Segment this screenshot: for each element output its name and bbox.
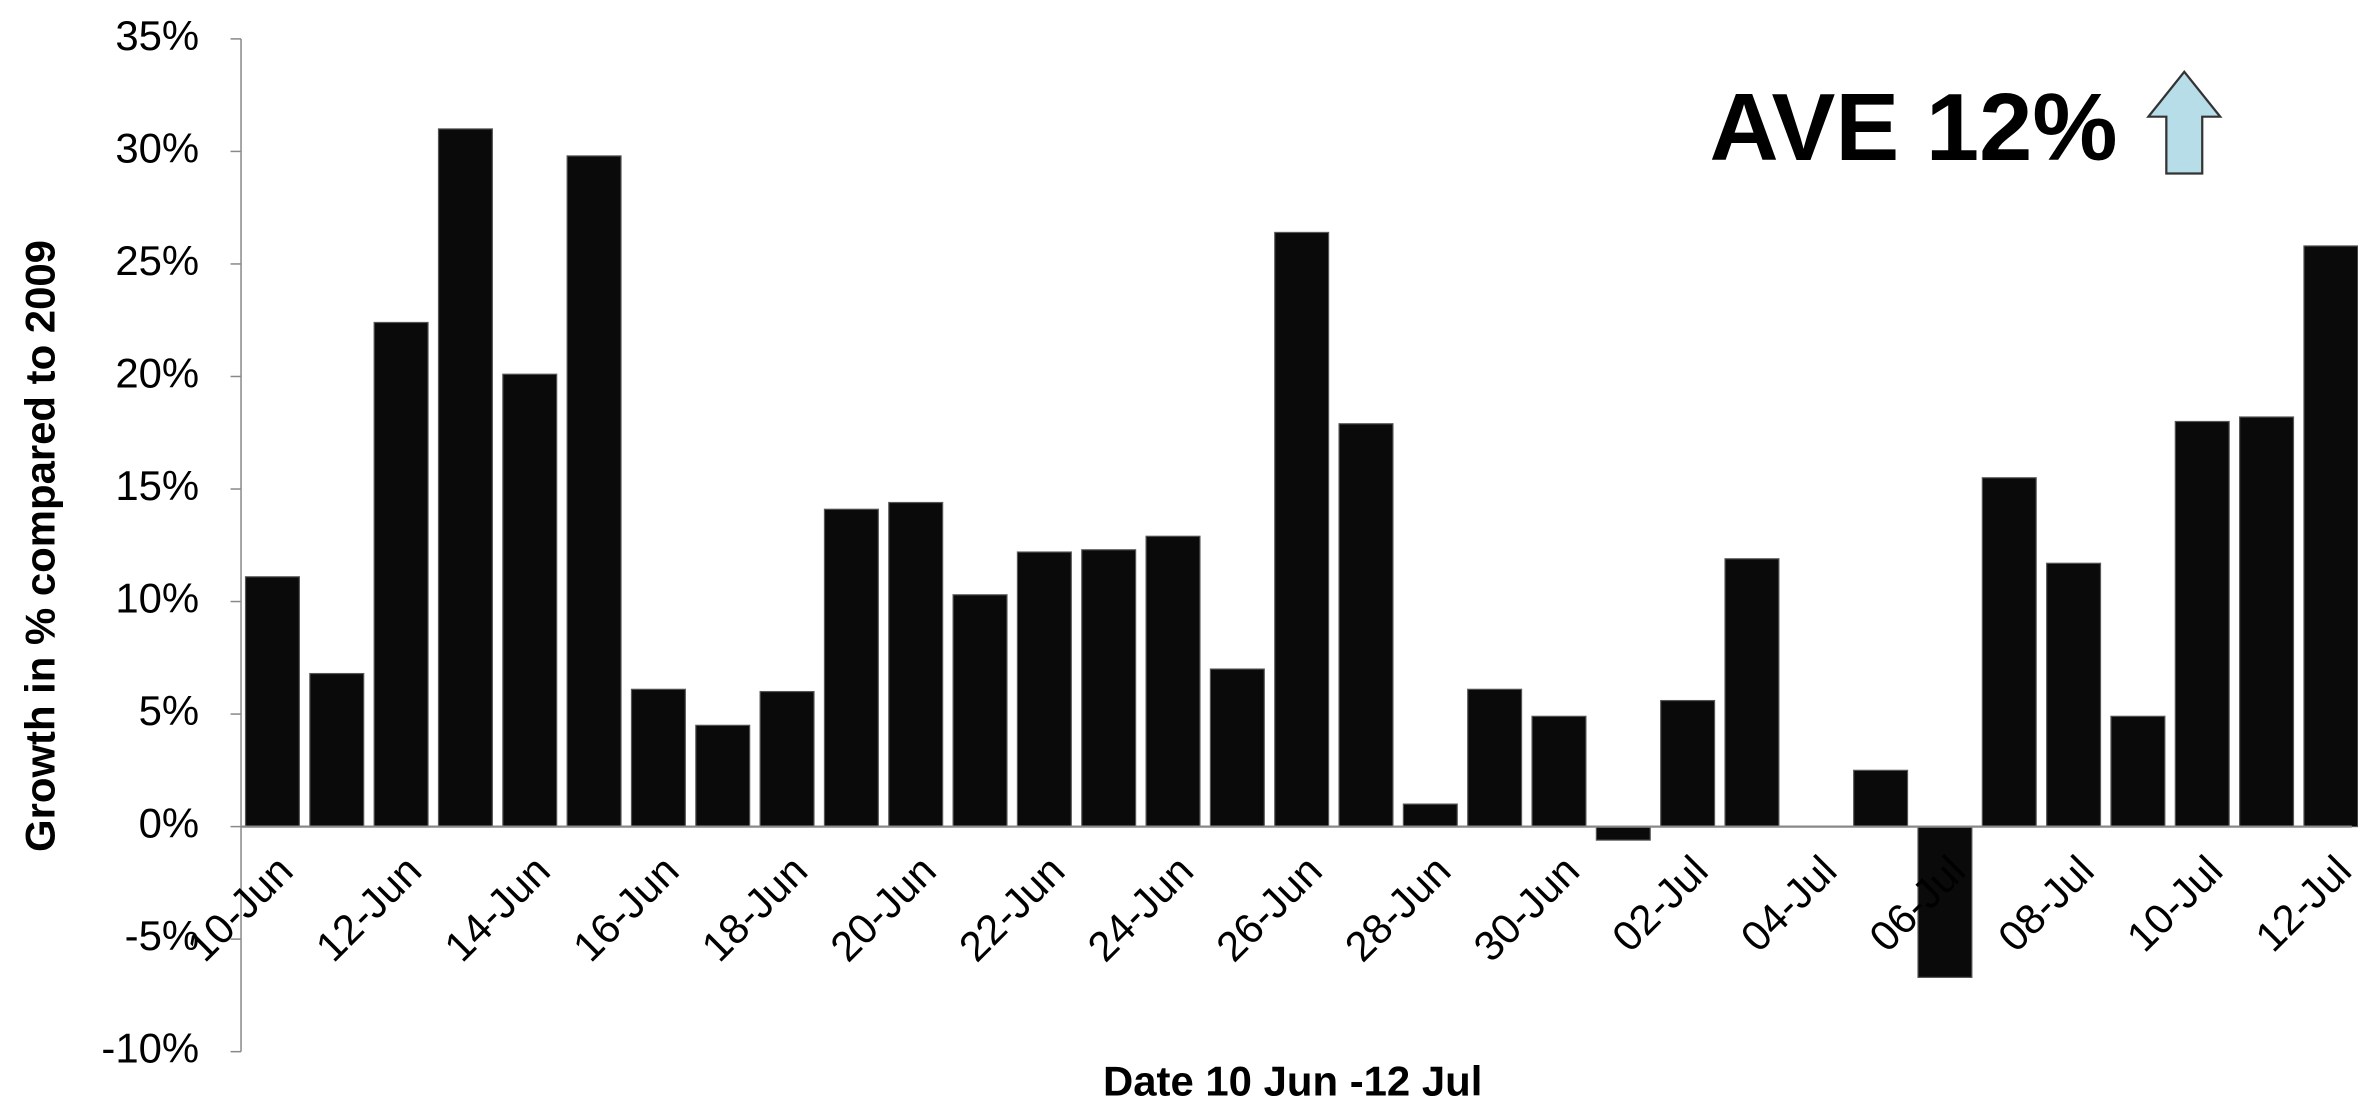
x-tick-label: 10-Jul	[2117, 846, 2231, 960]
bar	[1016, 551, 1072, 828]
bar	[1595, 826, 1651, 841]
bar	[1467, 688, 1523, 828]
bar	[1981, 477, 2037, 828]
x-tick-label: 24-Jun	[1078, 846, 1202, 970]
bar	[373, 321, 429, 828]
bar	[952, 594, 1008, 828]
x-tick-label: 02-Jul	[1603, 846, 1717, 960]
x-tick-label: 08-Jul	[1989, 846, 2103, 960]
bar	[759, 690, 815, 828]
y-tick-label: 15%	[115, 462, 199, 509]
annotation: AVE 12%	[1710, 74, 2118, 181]
bar	[502, 373, 558, 828]
y-tick-label: 0%	[139, 800, 200, 847]
x-tick-label: 20-Jun	[821, 846, 945, 970]
y-tick-label: -5%	[125, 912, 199, 959]
x-tick-label: 26-Jun	[1207, 846, 1331, 970]
bar	[437, 128, 493, 828]
x-tick-label: 30-Jun	[1464, 846, 1588, 970]
bar	[1660, 699, 1716, 828]
x-tick-label: 12-Jul	[2246, 846, 2358, 960]
bar	[888, 501, 944, 828]
y-tick-label: 10%	[115, 575, 199, 622]
x-tick-label: 10-Jun	[178, 846, 302, 970]
bar	[1145, 535, 1201, 828]
bar	[2239, 416, 2295, 828]
bar	[823, 508, 879, 828]
x-tick-label: 28-Jun	[1336, 846, 1460, 970]
bar	[1209, 668, 1265, 828]
x-tick-label: 14-Jun	[435, 846, 559, 970]
bar	[630, 688, 686, 828]
y-tick-label: 5%	[139, 687, 200, 734]
x-tick-label: 04-Jul	[1732, 846, 1846, 960]
bar	[1531, 715, 1587, 828]
bar	[566, 155, 622, 828]
x-tick-label: 12-Jun	[306, 846, 430, 970]
bar	[1274, 231, 1330, 828]
y-tick-label: 20%	[115, 350, 199, 397]
bar	[2046, 562, 2102, 828]
bar	[2174, 420, 2230, 828]
bar	[1853, 769, 1909, 828]
bar	[309, 672, 365, 828]
bar	[1917, 826, 1973, 978]
bar	[1724, 558, 1780, 828]
up-arrow	[2146, 70, 2223, 175]
y-axis-label: Growth in % compared to 2009	[17, 240, 64, 852]
x-tick-label: 22-Jun	[950, 846, 1074, 970]
bar	[1338, 423, 1394, 828]
y-tick-label: -10%	[101, 1025, 199, 1072]
y-tick-label: 25%	[115, 237, 199, 284]
y-tick-label: 30%	[115, 124, 199, 171]
bar	[2110, 715, 2166, 828]
bar	[244, 576, 300, 828]
x-axis-label: Date 10 Jun -12 Jul	[1103, 1058, 1482, 1105]
bar	[1402, 803, 1458, 828]
x-tick-label: 18-Jun	[692, 846, 816, 970]
bar	[695, 724, 751, 828]
bar	[1081, 549, 1137, 828]
bar	[2303, 245, 2358, 828]
y-tick-label: 35%	[115, 12, 199, 59]
x-tick-label: 16-Jun	[564, 846, 688, 970]
